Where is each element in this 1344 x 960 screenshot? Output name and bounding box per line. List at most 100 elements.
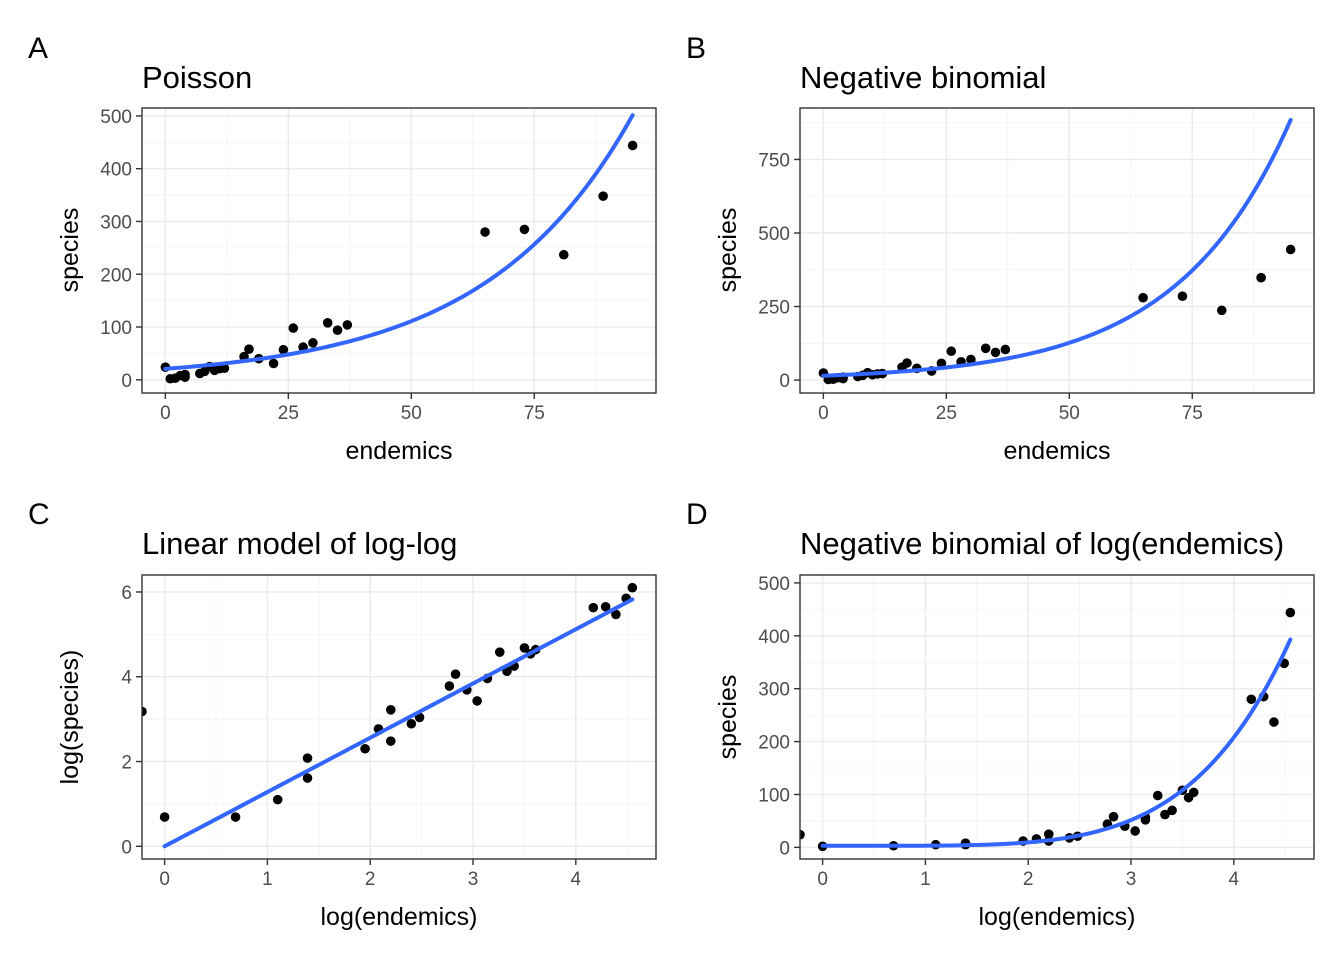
x-tick-label: 2: [365, 869, 376, 890]
y-tick-label: 200: [100, 265, 132, 286]
y-tick-label: 4: [121, 668, 132, 689]
data-point: [272, 794, 283, 805]
data-point: [1043, 829, 1054, 839]
data-point: [558, 249, 569, 260]
data-point: [627, 140, 638, 151]
x-tick-label: 2: [1023, 869, 1034, 890]
fit-line: [163, 113, 635, 371]
panel-title: Linear model of log-log: [142, 526, 457, 561]
y-tick-label: 300: [758, 680, 790, 701]
panel-border: [141, 107, 657, 394]
panel-border: [799, 574, 1315, 860]
data-point: [1177, 291, 1188, 302]
x-tick-label: 1: [920, 869, 931, 890]
x-tick-label: 75: [1182, 403, 1203, 424]
data-point: [360, 743, 370, 754]
data-point: [159, 812, 170, 822]
data-points: [818, 244, 1296, 385]
y-axis-title: log(species): [56, 650, 84, 785]
y-tick-label: 0: [779, 371, 790, 392]
x-axis-title: endemics: [346, 437, 453, 465]
data-point: [1285, 244, 1296, 255]
data-point: [588, 602, 599, 613]
panel-tag: C: [28, 498, 50, 531]
data-point: [480, 227, 490, 237]
data-point: [1000, 344, 1011, 355]
x-tick-label: 4: [1229, 869, 1240, 890]
data-point: [519, 643, 530, 653]
data-point: [1108, 811, 1119, 822]
y-tick-label: 400: [758, 627, 790, 648]
x-tick-label: 50: [1059, 403, 1080, 424]
y-tick-label: 500: [758, 574, 790, 595]
panel-c: C Linear model of log-log 0 1 2 3 4 0 2 4 6 log(end…: [28, 498, 657, 931]
data-point: [1130, 826, 1140, 836]
data-point: [966, 354, 976, 365]
panel-tag: A: [28, 32, 48, 65]
x-tick-label: 0: [160, 403, 171, 424]
data-points: [142, 582, 638, 822]
data-point: [278, 344, 289, 355]
data-point: [385, 704, 396, 715]
data-point: [611, 609, 621, 620]
data-point: [1269, 717, 1279, 727]
data-point: [302, 753, 313, 763]
y-tick-label: 0: [121, 837, 132, 858]
data-point: [288, 323, 299, 333]
y-tick-label: 250: [758, 298, 790, 319]
data-point: [302, 773, 313, 783]
x-axis-title: log(endemics): [320, 903, 477, 931]
data-point: [406, 718, 417, 729]
y-tick-label: 2: [121, 753, 132, 774]
data-point: [1167, 805, 1177, 816]
y-tick-label: 750: [758, 150, 790, 171]
data-point: [1256, 272, 1266, 283]
y-tick-label: 500: [758, 224, 790, 245]
data-point: [444, 681, 455, 691]
panel-title: Negative binomial of log(endemics): [800, 526, 1284, 561]
x-tick-label: 50: [401, 403, 422, 424]
panel-border: [799, 107, 1315, 394]
y-axis-title: species: [56, 208, 84, 293]
data-point: [627, 582, 638, 593]
data-point: [598, 191, 608, 201]
y-axis-title: species: [714, 675, 742, 760]
data-point: [1188, 787, 1199, 798]
x-axis-title: endemics: [1004, 437, 1111, 465]
data-point: [902, 358, 912, 368]
data-point: [342, 320, 353, 330]
grid: [800, 108, 1314, 393]
panel-tag: D: [686, 498, 708, 531]
data-point: [800, 829, 805, 840]
y-tick-label: 0: [779, 838, 790, 859]
panel-tag: B: [686, 32, 706, 65]
data-points: [800, 607, 1296, 852]
x-tick-label: 0: [818, 403, 829, 424]
y-tick-label: 0: [121, 371, 132, 392]
data-point: [308, 338, 318, 348]
data-point: [1285, 607, 1296, 618]
data-point: [519, 224, 530, 235]
grid: [800, 575, 1314, 859]
panel-title: Negative binomial: [800, 60, 1046, 95]
y-tick-label: 100: [100, 318, 132, 339]
data-point: [472, 696, 482, 706]
fit-line: [820, 637, 1293, 848]
fit-line: [162, 597, 635, 849]
data-point: [332, 325, 343, 335]
y-tick-label: 100: [758, 785, 790, 806]
data-point: [322, 318, 333, 328]
x-tick-label: 25: [278, 403, 299, 424]
data-point: [1152, 790, 1163, 801]
data-point: [494, 647, 505, 657]
y-axis-title: species: [714, 208, 742, 293]
y-tick-label: 200: [758, 733, 790, 754]
panel-a: A Poisson 0 25 50 75 0 100 200 300 400 500 endemics s…: [28, 32, 657, 465]
x-tick-label: 3: [468, 869, 479, 890]
fit-line: [821, 117, 1293, 378]
x-tick-label: 75: [524, 403, 545, 424]
panel-title: Poisson: [142, 60, 252, 95]
data-point: [946, 346, 957, 357]
